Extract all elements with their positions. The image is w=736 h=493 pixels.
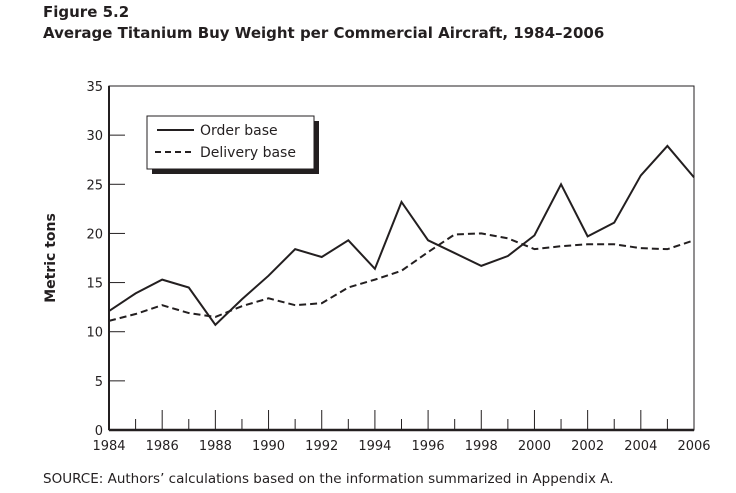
source-note: SOURCE: Authors’ calculations based on t… [43,471,614,487]
y-tick-label: 15 [86,277,103,292]
x-tick-label: 1986 [146,439,179,454]
x-tick-label: 1996 [412,439,445,454]
legend-label-order: Order base [200,123,278,139]
x-tick-label: 2000 [518,439,551,454]
x-tick-label: 2006 [677,439,710,454]
series-line-order-base [108,144,695,327]
y-tick-label: 5 [95,375,103,390]
y-tick-label: 0 [95,424,103,439]
y-tick-label: 35 [86,80,103,95]
x-tick-label: 1994 [358,439,391,454]
x-tick-label: 1984 [92,439,125,454]
y-axis-label: Metric tons [43,213,59,303]
legend-label-delivery: Delivery base [200,145,296,161]
y-tick-label: 30 [86,129,103,144]
x-tick-label: 1990 [252,439,285,454]
figure-label: Figure 5.2 [43,3,130,21]
figure-heading: Figure 5.2 Average Titanium Buy Weight p… [43,2,604,44]
y-tick-label: 25 [86,178,103,193]
chart-title: Average Titanium Buy Weight per Commerci… [43,24,605,42]
x-tick-label: 2004 [624,439,657,454]
legend-box [146,115,315,170]
y-tick-label: 10 [86,326,103,341]
series-line-delivery-base [108,232,695,322]
x-tick-label: 1992 [305,439,338,454]
x-tick-label: 2002 [571,439,604,454]
x-tick-label: 1998 [465,439,498,454]
x-tick-label: 1988 [199,439,232,454]
legend: Order base Delivery base [146,115,319,174]
y-tick-label: 20 [86,227,103,242]
